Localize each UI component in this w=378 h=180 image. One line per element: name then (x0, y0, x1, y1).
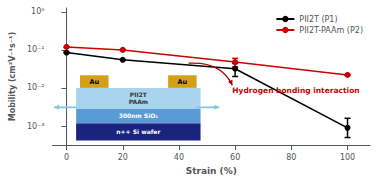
svg-text:10⁻³: 10⁻³ (27, 122, 45, 131)
svg-text:Strain (%): Strain (%) (186, 166, 237, 176)
svg-text:Au: Au (89, 78, 99, 86)
svg-text:Mobility (cm²V⁻¹s⁻¹): Mobility (cm²V⁻¹s⁻¹) (8, 32, 17, 122)
svg-text:10⁻¹: 10⁻¹ (27, 45, 45, 54)
svg-text:100: 100 (340, 153, 355, 162)
svg-text:80: 80 (286, 153, 296, 162)
svg-text:PII2T (P1): PII2T (P1) (299, 15, 337, 24)
svg-text:PII2T: PII2T (129, 91, 147, 99)
svg-text:n++ Si wafer: n++ Si wafer (116, 128, 160, 135)
svg-text:60: 60 (230, 153, 240, 162)
svg-text:300nm SiO₂: 300nm SiO₂ (119, 112, 159, 119)
svg-text:10⁻²: 10⁻² (27, 83, 45, 92)
svg-text:Au: Au (178, 78, 188, 86)
svg-text:PAAm: PAAm (129, 98, 148, 105)
svg-text:20: 20 (118, 153, 128, 162)
svg-text:Hydrogen bonding interaction: Hydrogen bonding interaction (232, 86, 359, 95)
svg-text:PII2T-PAAm (P2): PII2T-PAAm (P2) (299, 26, 363, 35)
svg-text:10⁰: 10⁰ (31, 7, 44, 16)
svg-text:40: 40 (174, 153, 184, 162)
svg-text:0: 0 (64, 153, 69, 162)
